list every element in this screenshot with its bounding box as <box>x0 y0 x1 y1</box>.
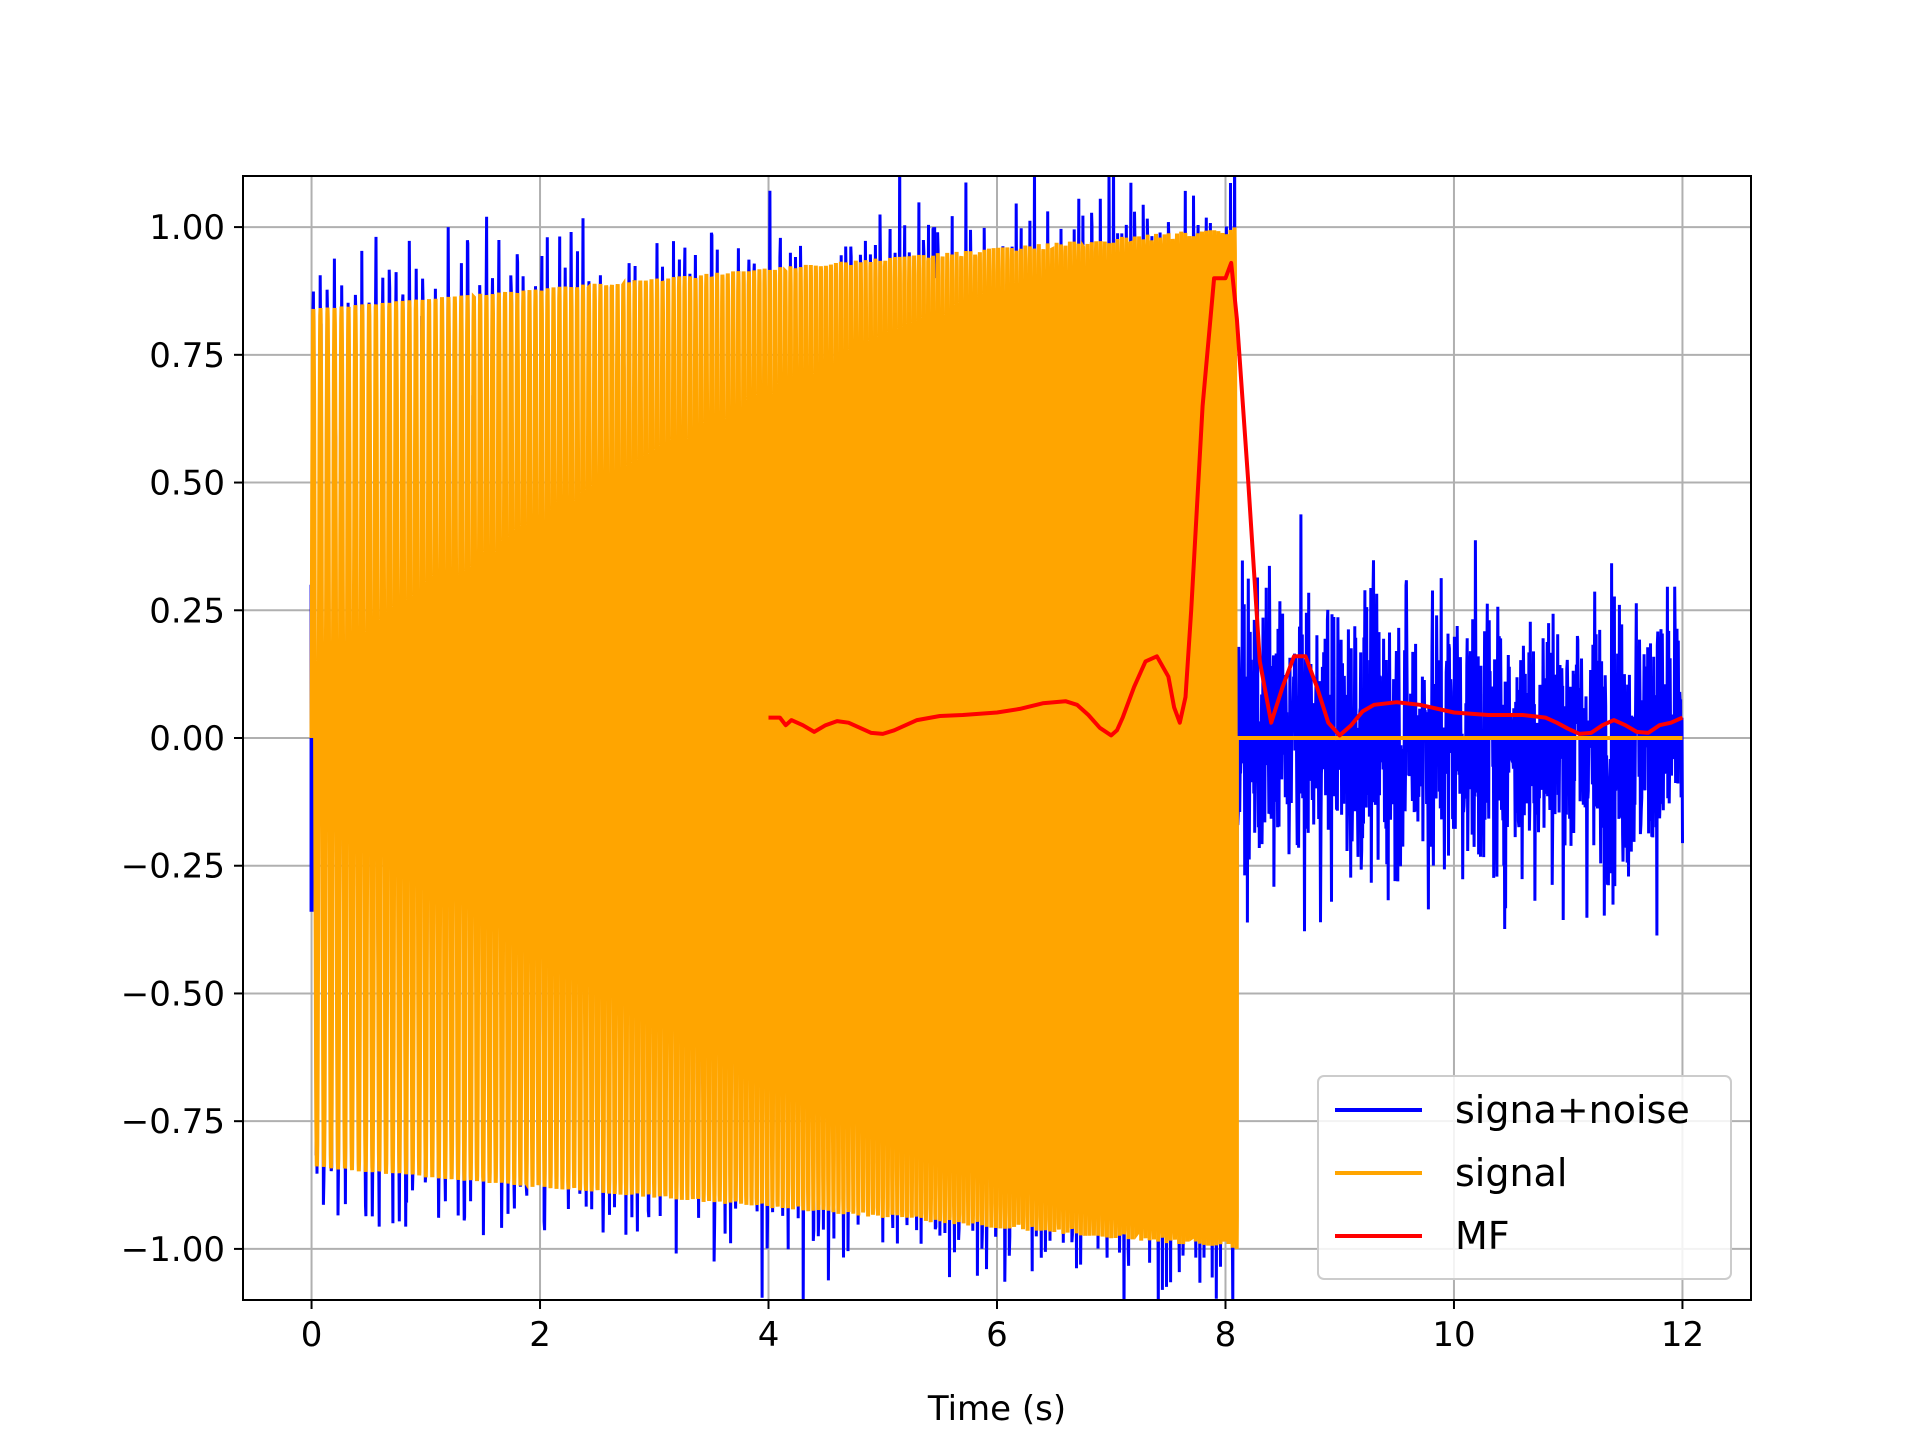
x-tick-label: 8 <box>1215 1315 1237 1355</box>
x-tick-label: 10 <box>1432 1315 1475 1355</box>
y-tick-label: −0.25 <box>121 847 225 887</box>
x-tick-label: 0 <box>301 1315 323 1355</box>
series-signal-line <box>309 227 1683 1249</box>
x-tick-label: 6 <box>986 1315 1008 1355</box>
legend: signa+noise signal MF <box>1317 1075 1732 1280</box>
axis-ticks: 0 2 4 6 8 10 12 1.00 0.75 0.50 0.25 0.00 −0.25 −0.50 −… <box>121 208 1704 1355</box>
x-tick-label: 2 <box>529 1315 551 1355</box>
x-tick-label: 4 <box>758 1315 780 1355</box>
series-mf-line <box>768 260 1684 738</box>
legend-label-signal: signal <box>1455 1151 1567 1195</box>
x-tick-label: 12 <box>1661 1315 1704 1355</box>
y-tick-label: −1.00 <box>121 1230 225 1270</box>
y-tick-label: −0.50 <box>121 974 225 1014</box>
legend-label-mf: MF <box>1455 1214 1510 1258</box>
y-tick-label: 0.00 <box>149 719 225 759</box>
x-axis-label: Time (s) <box>927 1389 1066 1429</box>
legend-label-signa-noise: signa+noise <box>1455 1088 1690 1132</box>
plot-area <box>309 176 1684 1300</box>
y-tick-label: 0.75 <box>149 336 225 376</box>
y-tick-label: −0.75 <box>121 1102 225 1142</box>
y-tick-label: 0.25 <box>149 591 225 631</box>
y-tick-label: 1.00 <box>149 208 225 248</box>
y-tick-label: 0.50 <box>149 464 225 504</box>
legend-frame <box>1317 1075 1732 1280</box>
